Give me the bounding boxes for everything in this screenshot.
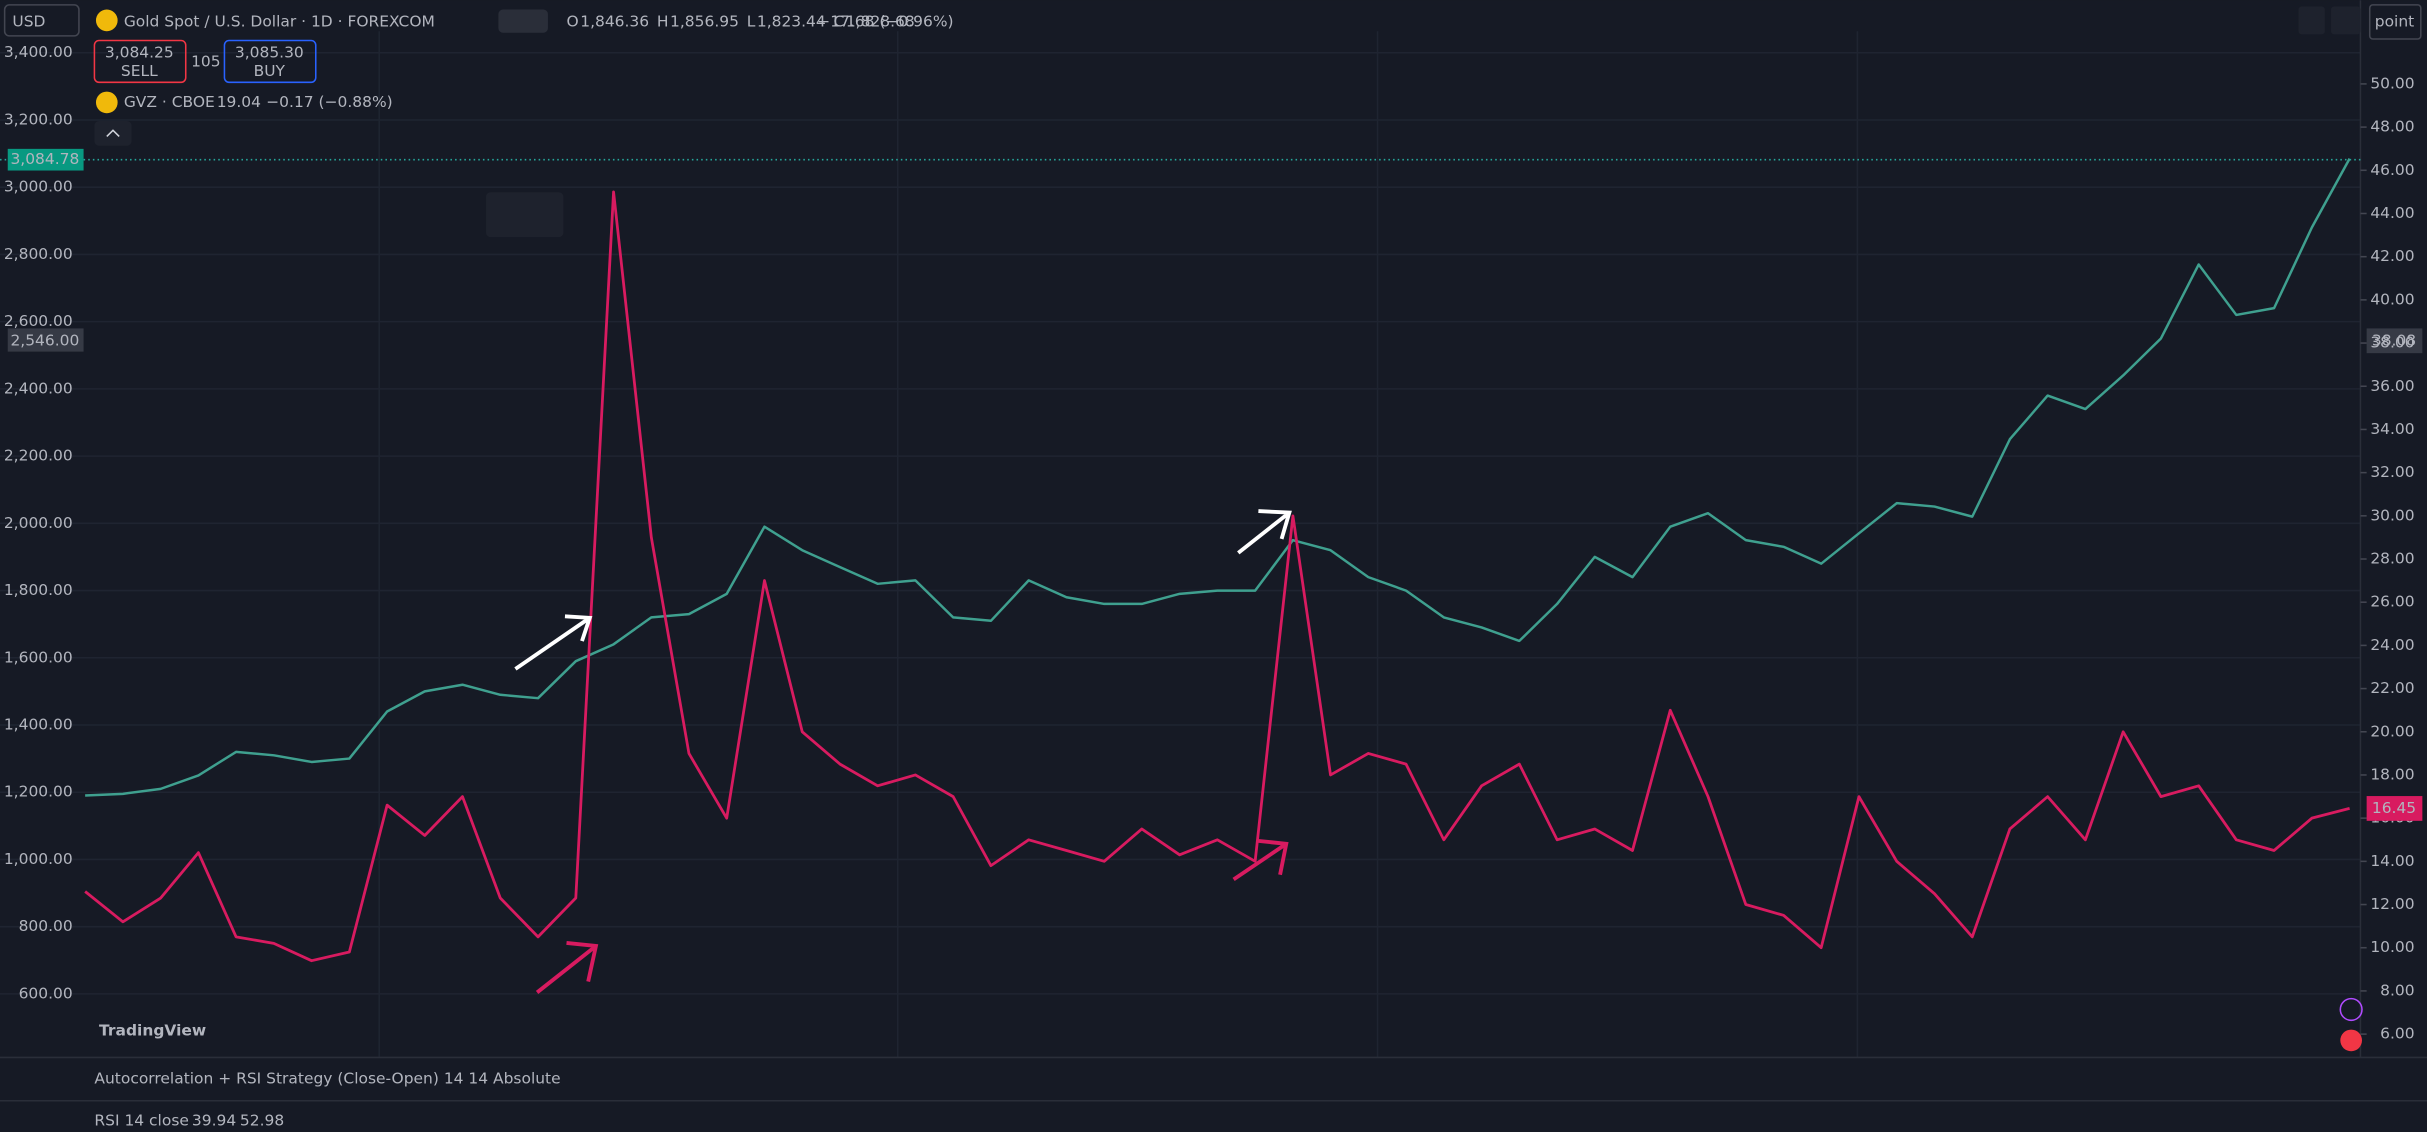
status-badge[interactable] [498, 9, 548, 33]
buy-button[interactable] [223, 39, 317, 84]
arrow [514, 614, 593, 671]
y2-tick-label: 50.00 [2370, 74, 2414, 92]
y2-tick-label: 28.00 [2370, 550, 2414, 568]
ohlc: O 1,846.36 H 1,856.95 L 1,823.44 C 1,828.68 [567, 12, 915, 30]
y2-tick-label: 20.00 [2370, 722, 2414, 740]
scale-mode-label: point [2375, 12, 2414, 30]
arrow [1232, 838, 1289, 882]
overlay-change: −0.17 (−0.88%) [266, 93, 393, 111]
overlay-symbol: GVZ · CBOE [124, 93, 215, 111]
crosshair-tag [2366, 328, 2423, 354]
y2-tick-label: 30.00 [2370, 506, 2414, 524]
rsi-value: 39.94 [192, 1111, 236, 1129]
ohlc-value: 1,846.36 [580, 12, 649, 30]
y2-tick-label: 14.00 [2370, 852, 2414, 870]
y2-tick-label: 10.00 [2370, 938, 2414, 956]
buy-price: 3,085.30 [235, 43, 304, 61]
symbol-icon [95, 9, 118, 32]
y2-tick-label: 36.00 [2370, 377, 2414, 395]
ohlc-key: O [567, 12, 579, 30]
scale-mode[interactable] [2368, 4, 2422, 40]
y2-tick-label: 40.00 [2370, 290, 2414, 308]
y2-tick-label: 32.00 [2370, 463, 2414, 481]
arrow [1237, 509, 1292, 555]
y2-tick-label: 8.00 [2380, 981, 2414, 999]
y-tick-label: 1,200.00 [4, 783, 73, 801]
overlay-icon [95, 91, 118, 114]
button[interactable] [2331, 6, 2361, 35]
last-value: 16.45 [2372, 799, 2416, 817]
y2-tick-label: 46.00 [2370, 161, 2414, 179]
y-tick-label: 800.00 [19, 917, 73, 935]
y2-tick-label: 42.00 [2370, 247, 2414, 265]
y-tick-label: 3,200.00 [4, 110, 73, 128]
y2-tick-label: 12.00 [2370, 895, 2414, 913]
y-tick-label: 2,400.00 [4, 379, 73, 397]
ohlc-value: 1,856.95 [670, 12, 739, 30]
overlay-value: 19.04 [217, 93, 261, 111]
y-tick-label: 2,800.00 [4, 245, 73, 263]
price-tag [7, 148, 84, 171]
ohlc-key: H [657, 12, 669, 30]
annotations [514, 509, 1292, 994]
button[interactable] [2298, 6, 2325, 35]
y-tick-label: 1,600.00 [4, 648, 73, 666]
y2-tick-label: 26.00 [2370, 593, 2414, 611]
alert-icon[interactable] [2339, 997, 2363, 1022]
y-tick-label: 2,000.00 [4, 514, 73, 532]
ohlc-key: C [833, 12, 844, 30]
rsi-value: 52.98 [240, 1111, 284, 1129]
sell-label: SELL [121, 62, 158, 80]
series-line [84, 190, 2350, 963]
y2-tick-label: 48.00 [2370, 118, 2414, 136]
spread: 105 [191, 53, 221, 71]
arrow [535, 940, 599, 994]
series-line [85, 158, 2351, 797]
y2-tick-label: 44.00 [2370, 204, 2414, 222]
y-tick-label: 1,800.00 [4, 581, 73, 599]
y-tick-label: 600.00 [19, 984, 73, 1002]
current-price: 3,084.78 [10, 150, 79, 168]
y-tick-label: 3,000.00 [4, 178, 73, 196]
grid [0, 31, 2361, 1058]
y2-tick-label: 24.00 [2370, 636, 2414, 654]
y-tick-label: 1,400.00 [4, 716, 73, 734]
y2-tick-label: 38.00 [2370, 334, 2414, 352]
y2-tick-label: 6.00 [2380, 1025, 2414, 1043]
collapse-button[interactable] [94, 120, 132, 146]
currency: USD [12, 12, 45, 30]
plot [84, 158, 2351, 963]
currency-select[interactable] [3, 4, 80, 37]
change: −17.68 (−0.96%) [817, 12, 953, 30]
last-value-tag [2366, 796, 2423, 821]
y2-tick-label: 34.00 [2370, 420, 2414, 438]
brand: TradingView [99, 1022, 206, 1040]
rsi-label: RSI 14 close [94, 1111, 189, 1129]
y2-tick-label: 22.00 [2370, 679, 2414, 697]
crosshair-tag [7, 328, 84, 352]
y-tick-label: 3,400.00 [4, 43, 73, 61]
ohlc-value: 1,823.44 [757, 12, 826, 30]
sell-price: 3,084.25 [105, 43, 174, 61]
ohlc-key: L [747, 12, 756, 30]
symbol: Gold Spot / U.S. Dollar · 1D · FOREXCOM [124, 12, 435, 30]
sell-button[interactable] [93, 39, 187, 84]
crosshair-right: 38.08 [2372, 331, 2416, 349]
strategy: Autocorrelation + RSI Strategy (Close-Op… [94, 1070, 560, 1088]
floating-toolbar[interactable] [486, 192, 564, 238]
flag-icon[interactable] [2340, 1029, 2362, 1052]
collapse-icon [106, 129, 120, 138]
buy-label: BUY [254, 62, 286, 80]
y2-tick-label: 18.00 [2370, 765, 2414, 783]
y-tick-label: 2,600.00 [4, 312, 73, 330]
crosshair-left: 2,546.00 [10, 331, 79, 349]
ohlc-value: 1,828.68 [846, 12, 915, 30]
y-tick-label: 1,000.00 [4, 850, 73, 868]
y-tick-label: 2,200.00 [4, 447, 73, 465]
